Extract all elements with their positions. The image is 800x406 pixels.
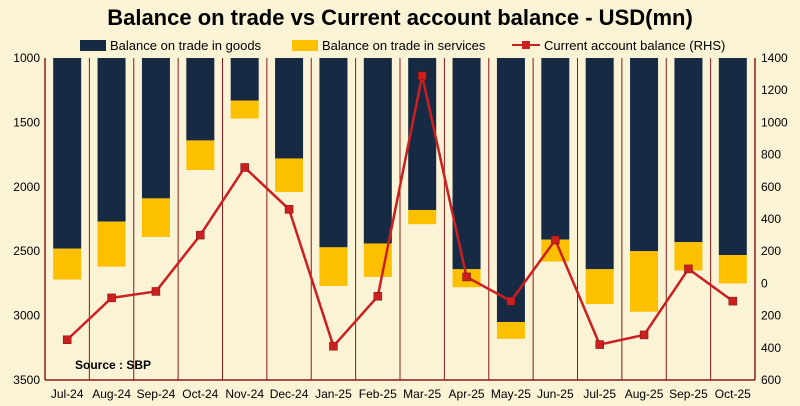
left-tick-label: 3500 [13, 373, 40, 387]
marker-current-account [639, 330, 649, 340]
category-label: Jul-24 [51, 387, 84, 401]
source-note: Source : SBP [75, 358, 151, 372]
category-label: Sep-25 [669, 387, 708, 401]
bar-services [53, 248, 82, 280]
bar-goods [496, 58, 525, 323]
left-tick-label: 1000 [13, 51, 40, 65]
right-tick-label: 600 [761, 373, 781, 387]
ticks-layer: 1000150020002500300035001400120010008006… [13, 51, 788, 401]
bar-goods [186, 58, 215, 141]
legend-label-services: Balance on trade in services [322, 38, 486, 53]
marker-current-account [196, 230, 205, 240]
right-tick-label: 200 [761, 244, 781, 258]
legend-label-current-account: Current account balance (RHS) [544, 38, 725, 53]
bar-services [408, 209, 437, 225]
legend-marker-current-account [522, 41, 530, 49]
marker-current-account [506, 296, 516, 306]
legend: Balance on trade in goods Balance on tra… [80, 38, 725, 53]
bar-services [319, 247, 348, 286]
marker-current-account [373, 292, 383, 301]
bar-services [630, 251, 659, 312]
bar-goods [97, 58, 126, 222]
marker-current-account [462, 272, 471, 282]
marker-current-account [151, 287, 161, 296]
marker-current-account [728, 296, 738, 306]
right-tick-label: 800 [761, 148, 781, 162]
bar-goods [53, 58, 82, 249]
legend-swatch-services [292, 40, 318, 51]
right-tick-label: 1000 [761, 115, 788, 129]
bar-services [186, 140, 215, 171]
legend-label-goods: Balance on trade in goods [110, 38, 262, 53]
bar-goods [408, 58, 437, 210]
category-label: Feb-25 [359, 387, 397, 401]
marker-current-account [62, 335, 72, 344]
category-label: Sep-24 [137, 387, 176, 401]
bar-services [718, 255, 747, 284]
left-tick-label: 2500 [13, 244, 40, 258]
bar-goods [275, 58, 304, 159]
right-tick-label: 400 [761, 341, 781, 355]
right-tick-label: 600 [761, 180, 781, 194]
right-tick-label: 200 [761, 309, 781, 323]
category-label: Jul-25 [583, 387, 616, 401]
marker-current-account [595, 340, 604, 349]
category-label: Aug-24 [92, 387, 131, 401]
line-current-account [66, 74, 734, 348]
category-label: May-25 [491, 387, 531, 401]
bar-goods [585, 58, 614, 270]
chart-title: Balance on trade vs Current account bala… [107, 5, 693, 30]
bar-goods [541, 58, 570, 240]
marker-current-account [417, 71, 427, 80]
marker-current-account [107, 293, 116, 303]
category-label: Dec-24 [270, 387, 309, 401]
category-label: Aug-25 [625, 387, 664, 401]
bar-services [275, 158, 304, 192]
bar-goods [718, 58, 747, 256]
right-tick-label: 0 [761, 276, 768, 290]
bar-goods [230, 58, 259, 101]
category-label: Oct-24 [182, 387, 218, 401]
bar-services [230, 100, 259, 119]
bars-layer [53, 58, 747, 339]
axes-layer [44, 58, 756, 381]
bar-goods [674, 58, 703, 243]
bar-goods [363, 58, 392, 244]
legend-swatch-goods [80, 40, 106, 51]
marker-current-account [684, 264, 693, 274]
category-label: Mar-25 [403, 387, 441, 401]
marker-current-account [240, 163, 249, 172]
bar-goods [319, 58, 348, 248]
category-label: Apr-25 [449, 387, 485, 401]
bar-goods [630, 58, 659, 252]
bar-services [97, 221, 126, 267]
category-label: Oct-25 [715, 387, 751, 401]
left-tick-label: 1500 [13, 115, 40, 129]
marker-current-account [284, 205, 294, 214]
marker-current-account [551, 235, 560, 245]
left-tick-label: 2000 [13, 180, 40, 194]
marker-current-account [329, 341, 338, 351]
bar-goods [141, 58, 170, 199]
category-label: Nov-24 [225, 387, 264, 401]
right-tick-label: 400 [761, 212, 781, 226]
right-tick-label: 1400 [761, 51, 788, 65]
category-label: Jun-25 [537, 387, 574, 401]
left-tick-label: 3000 [13, 309, 40, 323]
line-layer [62, 71, 738, 351]
bar-services [496, 322, 525, 339]
bar-services [141, 198, 170, 238]
bar-services [585, 269, 614, 305]
right-tick-label: 1200 [761, 83, 788, 97]
grid-layer [88, 58, 712, 380]
category-label: Jan-25 [315, 387, 352, 401]
